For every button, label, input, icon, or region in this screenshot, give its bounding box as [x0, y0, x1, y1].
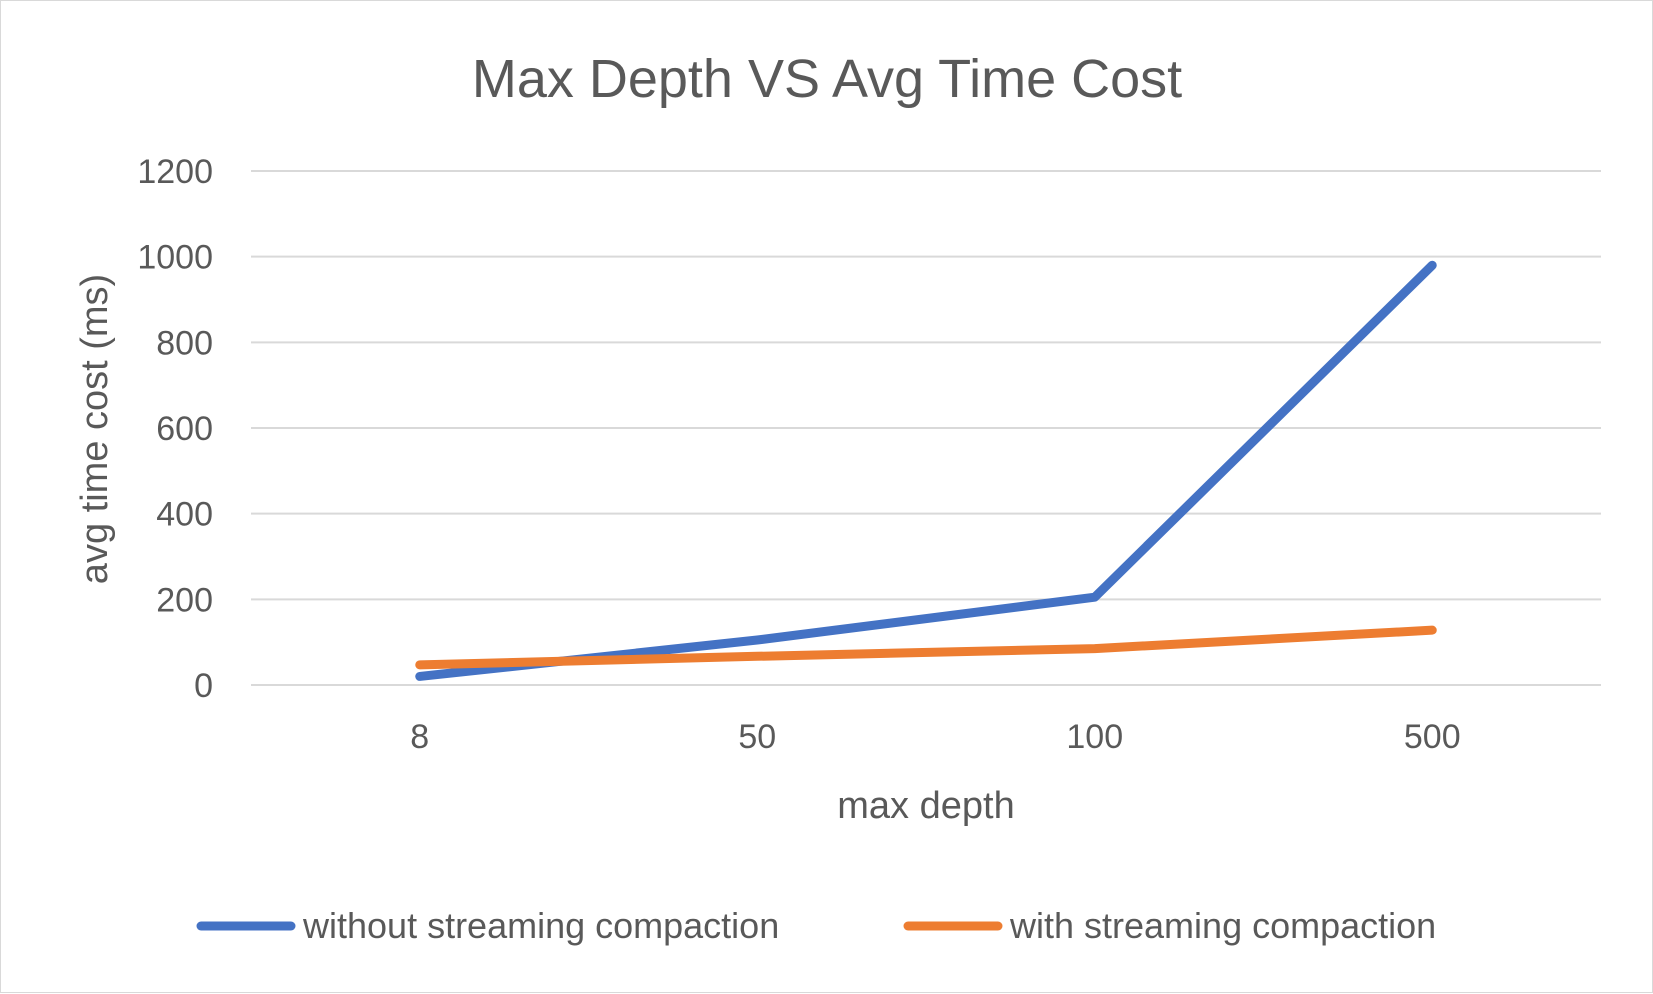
chart-title: Max Depth VS Avg Time Cost: [472, 49, 1182, 109]
y-tick-label: 800: [156, 324, 213, 362]
series-line-with-streaming-compaction: [415, 625, 1437, 670]
y-axis-ticks: 0 200 400 600 800 1000 1200: [137, 153, 213, 705]
y-tick-label: 1000: [137, 239, 213, 277]
series-line-without-streaming-compaction: [415, 260, 1437, 681]
x-tick-label: 50: [738, 718, 776, 756]
legend: without streaming compaction with streami…: [196, 905, 1436, 946]
y-tick-label: 600: [156, 410, 213, 448]
x-axis-label: max depth: [837, 785, 1014, 827]
y-axis-label: avg time cost (ms): [74, 274, 116, 584]
y-tick-label: 400: [156, 496, 213, 534]
y-tick-label: 200: [156, 581, 213, 619]
y-tick-label: 1200: [137, 153, 213, 191]
y-tick-label: 0: [194, 667, 213, 705]
legend-label: without streaming compaction: [302, 905, 779, 946]
x-tick-label: 500: [1404, 718, 1461, 756]
x-tick-label: 8: [410, 718, 429, 756]
x-axis-ticks: 8 50 100 500: [410, 718, 1460, 756]
x-tick-label: 100: [1066, 718, 1123, 756]
series-lines: [415, 260, 1437, 681]
gridlines: [251, 170, 1601, 686]
legend-label: with streaming compaction: [1009, 905, 1436, 946]
